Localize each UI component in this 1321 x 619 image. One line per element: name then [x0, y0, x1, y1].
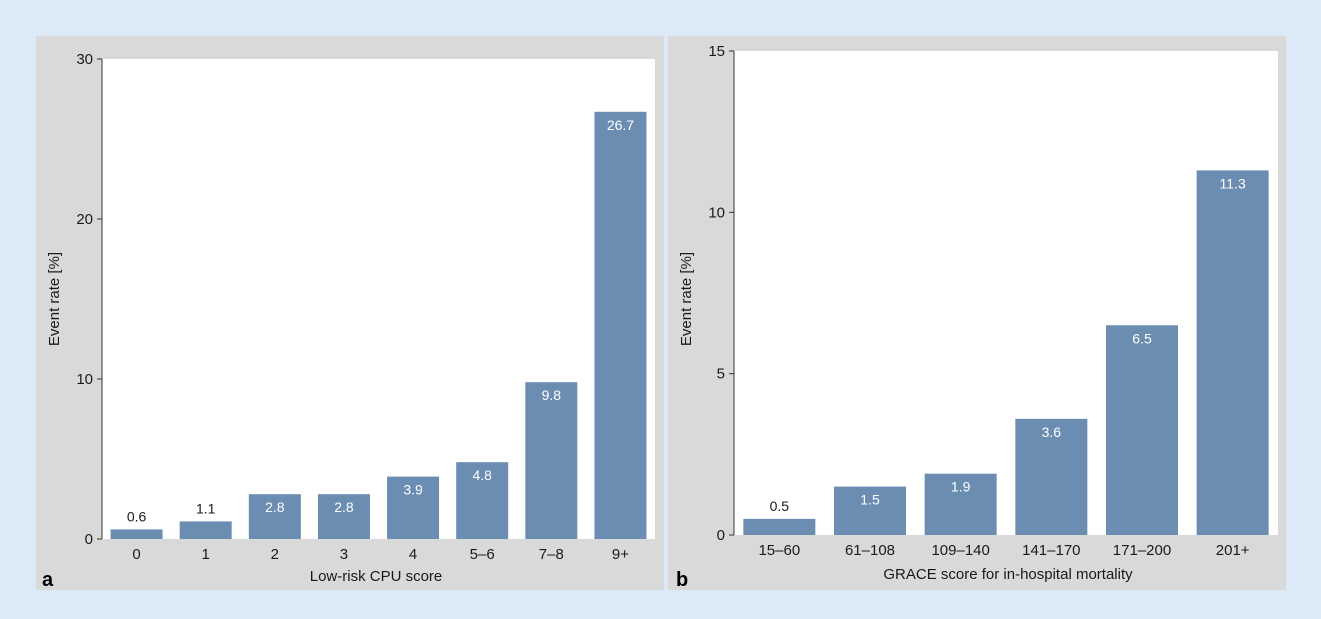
- y-tick-label: 0: [85, 531, 93, 548]
- x-tick-label: 4: [409, 546, 417, 563]
- y-tick-label: 15: [708, 43, 725, 60]
- bar: [525, 382, 577, 539]
- chart-b-svg: Event rate [%] GRACE score for in-hospit…: [668, 36, 1286, 590]
- x-tick-label: 171–200: [1113, 542, 1171, 559]
- x-tick-label: 9+: [612, 546, 629, 563]
- y-axis-label: Event rate [%]: [46, 252, 63, 346]
- y-tick-label: 20: [76, 211, 93, 228]
- y-tick-label: 10: [76, 371, 93, 388]
- bar: [594, 112, 646, 539]
- x-tick-label: 7–8: [539, 546, 564, 563]
- bar: [743, 519, 815, 535]
- value-label: 2.8: [265, 499, 285, 515]
- y-axis-label: Event rate [%]: [678, 252, 695, 346]
- bar: [1106, 325, 1178, 535]
- x-tick-label: 61–108: [845, 542, 895, 559]
- panel-label: b: [676, 569, 688, 591]
- y-tick-label: 5: [717, 366, 725, 383]
- x-axis-label: Low-risk CPU score: [310, 568, 443, 585]
- y-ticks: 0 10 20 30: [76, 51, 102, 548]
- value-label: 26.7: [607, 117, 634, 133]
- x-tick-label: 1: [202, 546, 210, 563]
- x-tick-label: 141–170: [1022, 542, 1080, 559]
- value-label: 3.9: [403, 482, 423, 498]
- value-label: 6.5: [1132, 330, 1152, 346]
- value-label: 2.8: [334, 499, 354, 515]
- y-ticks: 0 5 10 15: [708, 43, 734, 544]
- value-label: 0.5: [770, 498, 790, 514]
- value-label: 1.5: [860, 492, 880, 508]
- x-tick-label: 15–60: [758, 542, 800, 559]
- bar: [1197, 170, 1269, 535]
- bar: [180, 521, 232, 539]
- value-label: 4.8: [472, 467, 492, 483]
- plot-area: [734, 51, 1278, 535]
- x-tick-label: 5–6: [470, 546, 495, 563]
- value-label: 9.8: [542, 387, 562, 403]
- chart-a-svg: Event rate [%] Low-risk CPU score a 0102…: [36, 36, 664, 590]
- value-label: 1.9: [951, 479, 971, 495]
- panel-label: a: [42, 569, 54, 591]
- y-tick-label: 0: [717, 527, 725, 544]
- x-tick-label: 0: [132, 546, 140, 563]
- x-tick-label: 2: [271, 546, 279, 563]
- value-label: 3.6: [1042, 424, 1062, 440]
- x-axis-label: GRACE score for in-hospital mortality: [883, 566, 1133, 583]
- chart-panel-b: Event rate [%] GRACE score for in-hospit…: [668, 36, 1286, 590]
- x-tick-label: 109–140: [931, 542, 989, 559]
- y-tick-label: 10: [708, 204, 725, 221]
- value-label: 0.6: [127, 508, 147, 524]
- x-tick-labels: 0 1 2 3 4 5–6 7–8 9+: [132, 546, 629, 563]
- value-label: 11.3: [1220, 175, 1246, 191]
- bar: [111, 529, 163, 539]
- value-label: 1.1: [196, 500, 216, 516]
- x-tick-label: 201+: [1216, 542, 1250, 559]
- x-tick-label: 3: [340, 546, 348, 563]
- chart-panel-a: Event rate [%] Low-risk CPU score a 0 10 2…: [36, 36, 664, 590]
- y-tick-label: 30: [76, 51, 93, 68]
- x-tick-labels: 15–60 61–108 109–140 141–170 171–200 201+: [758, 542, 1249, 559]
